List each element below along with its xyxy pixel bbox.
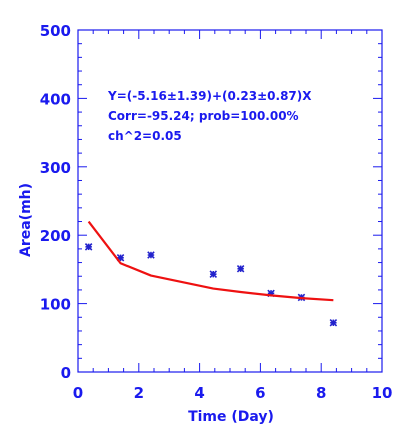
data-point — [209, 270, 218, 278]
y-tick-label: 500 — [40, 22, 71, 40]
x-tick-label: 8 — [316, 384, 326, 402]
series — [84, 220, 338, 327]
x-tick-label: 0 — [73, 384, 83, 402]
y-tick-label: 200 — [40, 227, 71, 245]
x-tick-label: 2 — [134, 384, 144, 402]
fit-line — [87, 220, 334, 302]
data-point — [329, 318, 338, 327]
annotation-chi-square: ch^2=0.05 — [108, 129, 182, 143]
y-axis-label: Area(mh) — [18, 183, 34, 257]
annotation-equation: Y=(-5.16±1.39)+(0.23±0.87)X — [107, 89, 312, 103]
x-tick-label: 10 — [372, 384, 393, 402]
y-tick-label: 400 — [40, 90, 71, 108]
data-point — [147, 251, 155, 259]
x-tick-label: 6 — [255, 384, 265, 402]
x-axis-label: Time (Day) — [188, 409, 274, 425]
y-tick-label: 100 — [40, 296, 71, 314]
annotation-correlation: Corr=-95.24; prob=100.00% — [108, 109, 299, 123]
y-tick-label: 300 — [40, 159, 71, 177]
y-tick-label: 0 — [61, 364, 71, 382]
x-tick-label: 4 — [194, 384, 204, 402]
data-point — [236, 264, 245, 273]
data-point — [84, 243, 93, 251]
